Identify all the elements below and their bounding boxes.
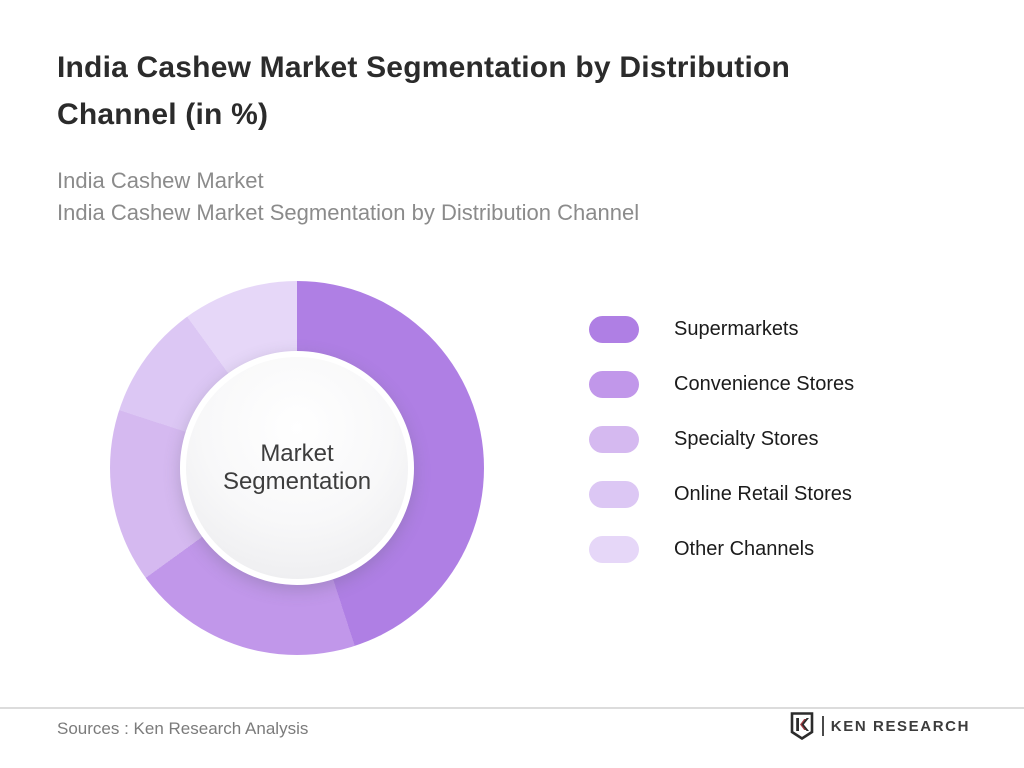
legend-label: Convenience Stores	[674, 373, 855, 395]
legend-swatch	[589, 371, 639, 398]
page-title-line1: India Cashew Market Segmentation by Dist…	[57, 51, 791, 84]
subtitle-line2: India Cashew Market Segmentation by Dist…	[57, 200, 640, 225]
legend-item: Supermarkets	[589, 316, 854, 343]
logo-divider-bar	[821, 716, 824, 736]
legend-label: Online Retail Stores	[674, 483, 852, 505]
legend-swatch	[589, 536, 639, 563]
subtitle-line1: India Cashew Market	[57, 168, 264, 193]
legend-swatch	[589, 481, 639, 508]
legend-item: Online Retail Stores	[589, 481, 854, 508]
donut-chart: Market Segmentation	[110, 281, 484, 655]
donut-center-label: Market Segmentation	[180, 351, 414, 585]
page-title-line2: Channel (in %)	[57, 98, 269, 131]
chart-legend: Supermarkets Convenience Stores Specialty …	[589, 316, 854, 563]
legend-swatch	[589, 426, 639, 453]
legend-swatch	[589, 316, 639, 343]
ken-research-logo-text: KEN RESEARCH	[830, 717, 970, 735]
legend-label: Supermarkets	[674, 318, 799, 340]
page-subtitle: India Cashew Market India Cashew Market …	[57, 165, 639, 229]
legend-item: Other Channels	[589, 536, 854, 563]
footer-divider	[0, 707, 1024, 709]
ken-research-shield-icon	[790, 712, 814, 740]
legend-label: Other Channels	[674, 538, 815, 560]
legend-item: Specialty Stores	[589, 426, 854, 453]
source-note: Sources : Ken Research Analysis	[57, 719, 309, 738]
legend-label: Specialty Stores	[674, 428, 819, 450]
ken-research-logo: KEN RESEARCH	[789, 712, 970, 740]
page-title: India Cashew Market Segmentation by Dist…	[57, 44, 790, 138]
legend-item: Convenience Stores	[589, 371, 854, 398]
